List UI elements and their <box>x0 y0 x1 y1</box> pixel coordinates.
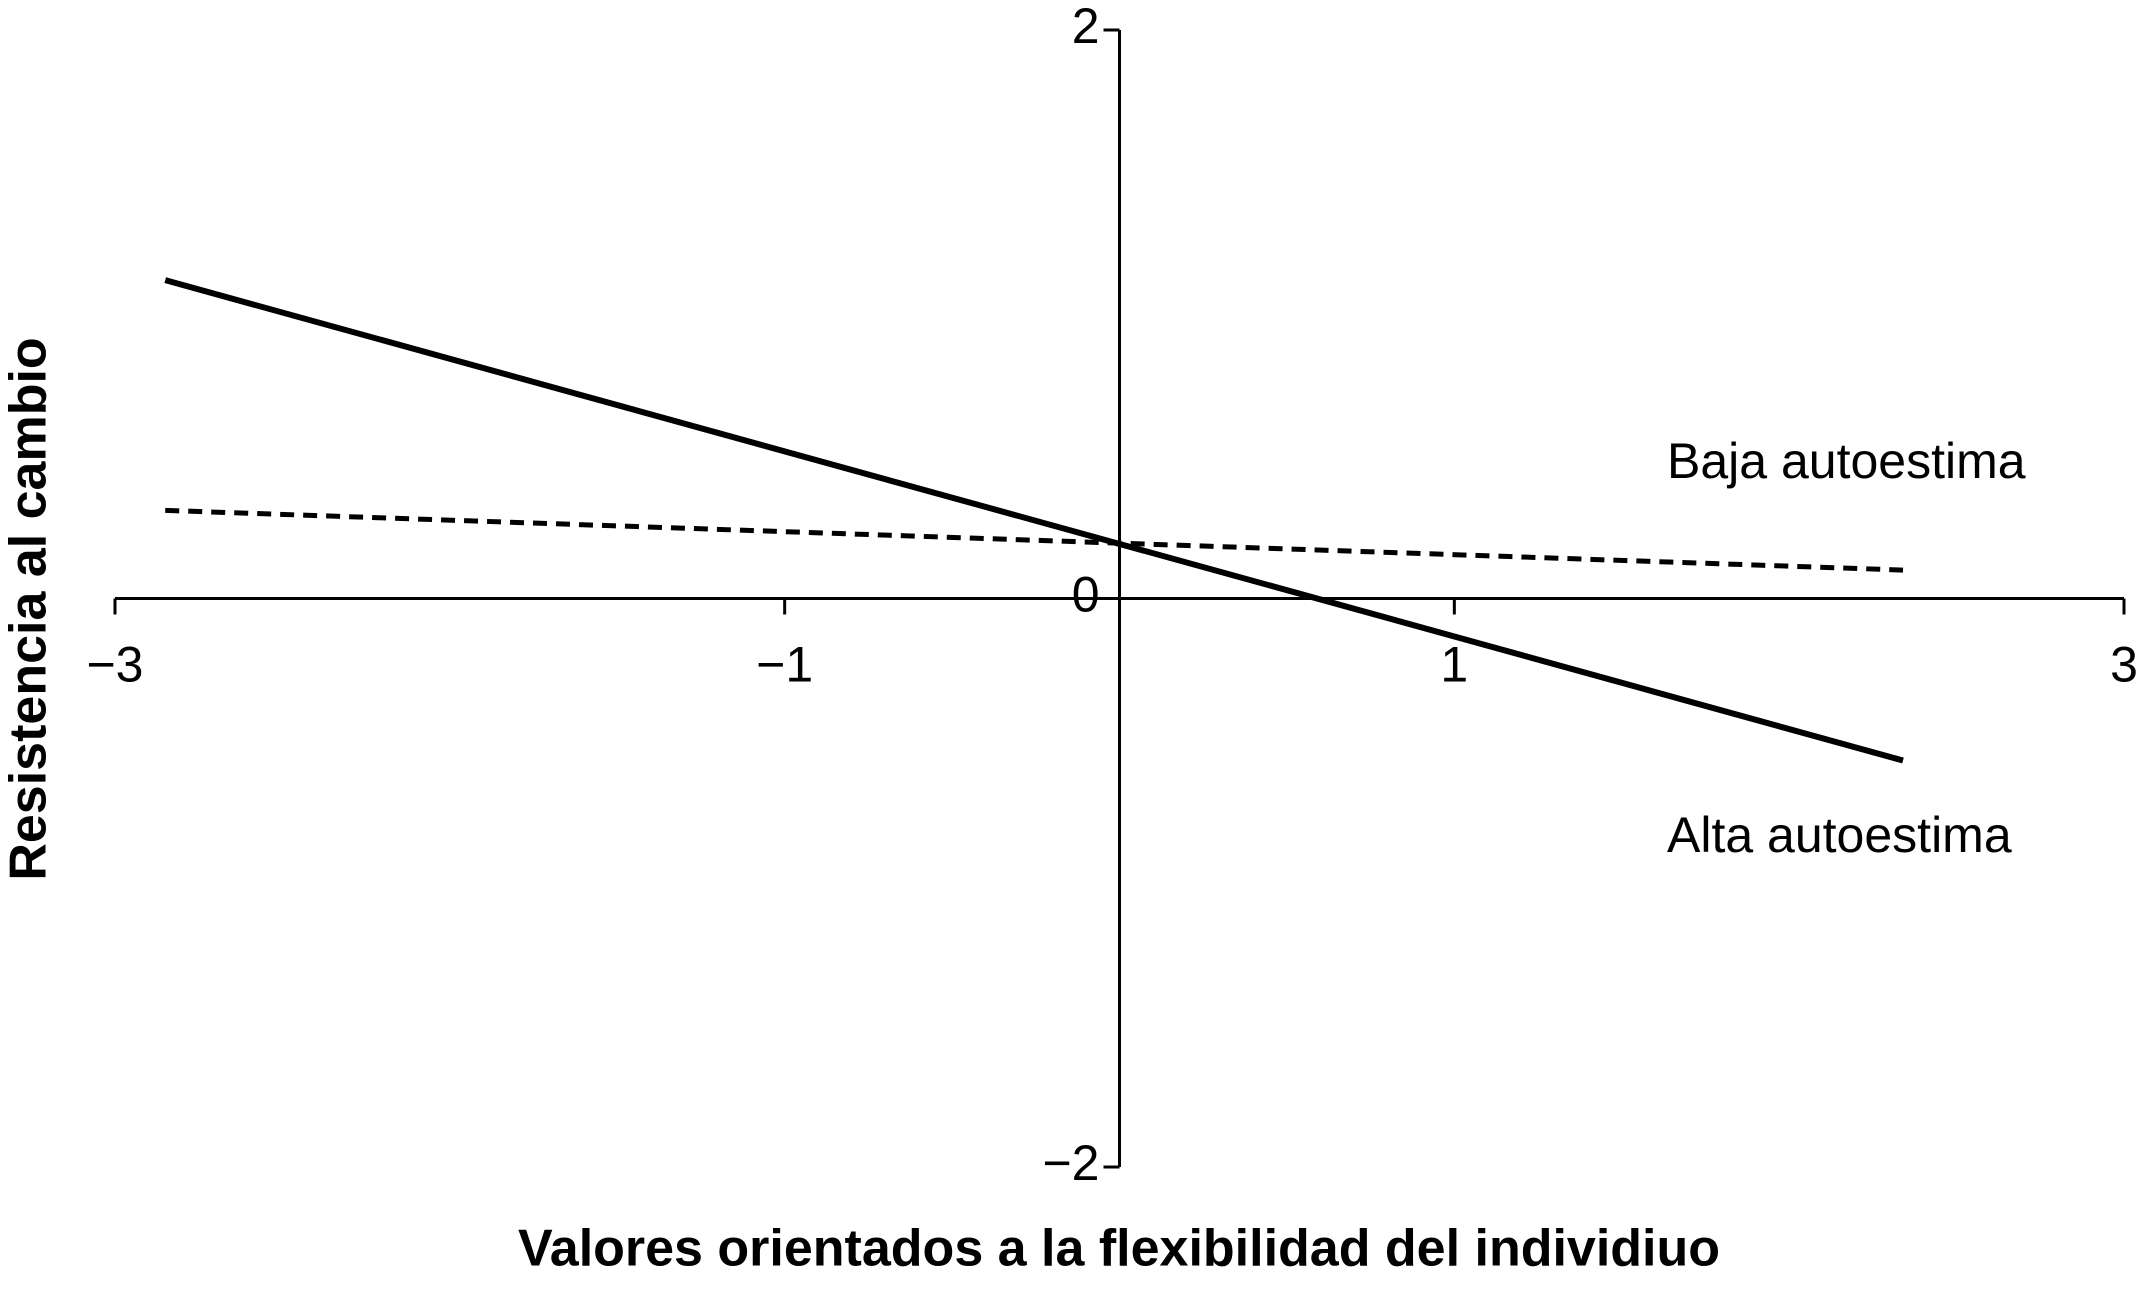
y-tick-label: 0 <box>1072 567 1100 623</box>
series-line <box>165 507 1904 573</box>
series-label: Alta autoestima <box>1667 807 2012 863</box>
series-label: Baja autoestima <box>1667 433 2026 489</box>
series-line <box>164 277 1904 764</box>
y-axis-title: Resistencia al cambio <box>0 337 58 880</box>
x-tick-label: −1 <box>756 637 813 693</box>
x-tick-label: −3 <box>86 637 143 693</box>
x-tick-label: 3 <box>2110 637 2138 693</box>
x-tick-label: 1 <box>1440 637 1468 693</box>
y-tick-label: 2 <box>1072 0 1100 54</box>
x-axis-title: Valores orientados a la flexibilidad del… <box>518 1220 1720 1278</box>
y-tick-label: −2 <box>1042 1135 1099 1191</box>
